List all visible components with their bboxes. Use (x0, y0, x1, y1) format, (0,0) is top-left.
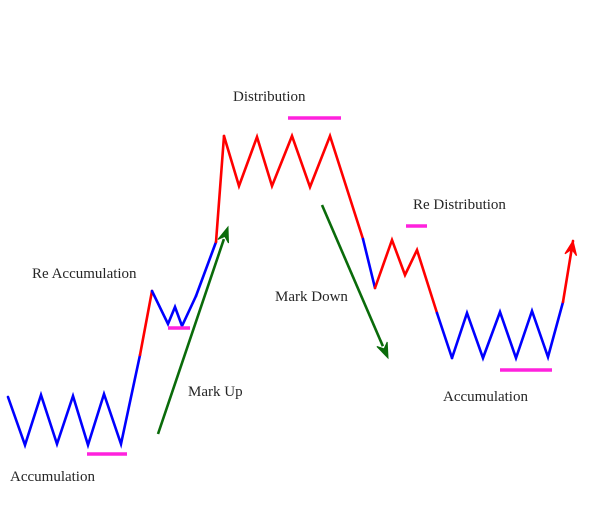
range-marker-group (87, 116, 552, 456)
mark-up-arrow-head (217, 225, 229, 244)
price-path-group (6, 132, 578, 450)
price-segment-re-distribution (373, 236, 439, 315)
price-segment-mark-down (361, 237, 377, 290)
label-mark-up: Mark Up (188, 384, 243, 400)
annotation-label-group: Accumulation Re Accumulation Mark Up Distri… (10, 89, 528, 485)
price-segment-mark-up (214, 134, 226, 244)
mark-up-arrow-shaft (156, 238, 226, 435)
price-segment-mark-up (561, 239, 575, 304)
price-segment-mark-up (194, 240, 218, 298)
price-segment-accumulation (6, 353, 142, 450)
price-segment-accumulation (450, 300, 565, 362)
label-re-distribution: Re Distribution (413, 197, 506, 213)
label-re-accumulation: Re Accumulation (32, 266, 137, 282)
label-accumulation-right: Accumulation (443, 389, 528, 405)
mark-down-arrow-shaft (320, 204, 385, 347)
price-segment-mark-up (138, 289, 154, 357)
breakout-arrow-head (564, 239, 578, 256)
price-segment-distribution (222, 132, 365, 241)
price-segment-re-accumulation (150, 289, 198, 330)
trend-arrow-group (156, 204, 389, 435)
label-mark-down: Mark Down (275, 289, 348, 305)
label-accumulation-left: Accumulation (10, 469, 95, 485)
mark-down-arrow-head (376, 341, 389, 360)
label-distribution: Distribution (233, 89, 306, 105)
price-segment-mark-down (435, 311, 454, 360)
